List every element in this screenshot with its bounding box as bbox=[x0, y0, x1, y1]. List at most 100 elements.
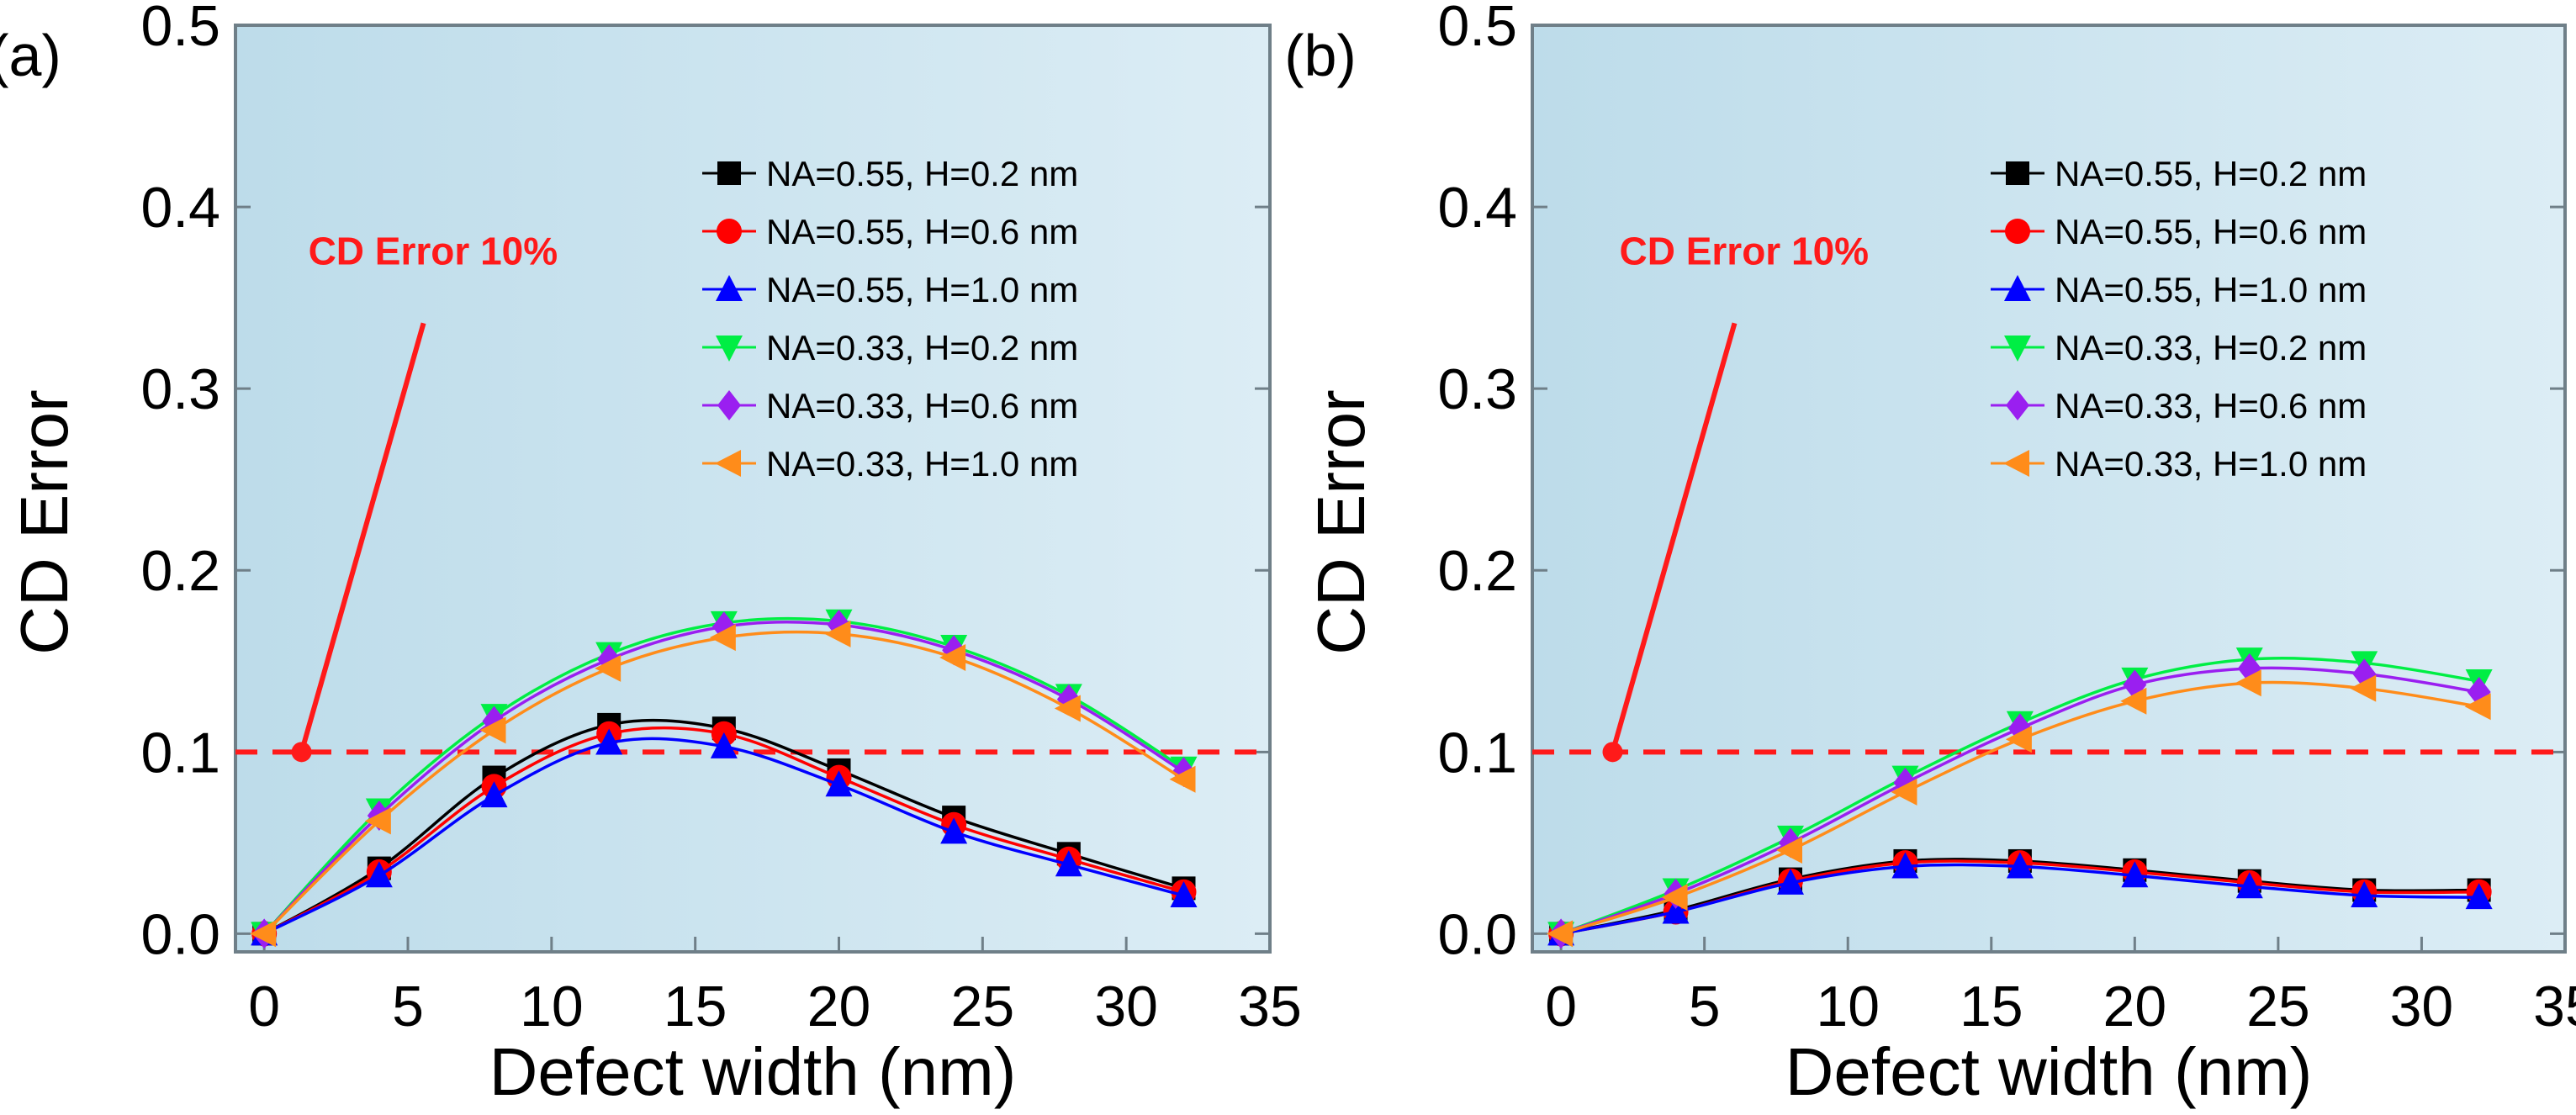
annotation-arrow bbox=[299, 322, 426, 753]
data-point bbox=[2465, 883, 2493, 910]
legend-label: NA=0.33, H=0.2 nm bbox=[2055, 328, 2367, 367]
data-point bbox=[709, 624, 736, 652]
data-point bbox=[1169, 765, 1196, 793]
panel-label: (b) bbox=[1284, 23, 1357, 88]
x-tick-label: 0 bbox=[1545, 975, 1577, 1038]
legend-label: NA=0.55, H=1.0 nm bbox=[2055, 270, 2367, 309]
chart-panel-b: 0 5 10 15 20 25 30 35 0.0 0.1 0.2 0.3 0.4 0.5 Defect w… bbox=[1284, 0, 2576, 1109]
x-tick-label: 10 bbox=[520, 975, 584, 1038]
legend-label: NA=0.33, H=0.6 nm bbox=[766, 386, 1078, 425]
data-point bbox=[1891, 778, 1917, 806]
legend-label: NA=0.55, H=0.2 nm bbox=[766, 154, 1078, 193]
data-point bbox=[595, 728, 623, 755]
x-tick-label: 10 bbox=[1816, 975, 1880, 1038]
y-tick-label: 0.1 bbox=[140, 721, 220, 785]
y-tick-label: 0.2 bbox=[1437, 539, 1517, 603]
threshold-label: CD Error 10% bbox=[1620, 229, 1870, 272]
y-tick-label: 0.1 bbox=[1437, 721, 1517, 785]
y-tick-label: 0.3 bbox=[1437, 357, 1517, 421]
y-axis-label: CD Error bbox=[7, 389, 82, 655]
series-6 bbox=[1547, 669, 2491, 948]
legend-label: NA=0.55, H=0.6 nm bbox=[766, 212, 1078, 251]
data-point bbox=[1662, 897, 1690, 924]
legend-marker bbox=[2005, 219, 2030, 244]
x-tick-label: 25 bbox=[2246, 975, 2310, 1038]
data-point bbox=[2235, 872, 2263, 899]
data-point bbox=[2464, 693, 2491, 721]
x-tick-label: 15 bbox=[664, 975, 727, 1038]
panel-label: (a) bbox=[0, 23, 61, 88]
data-point bbox=[2121, 861, 2149, 888]
legend-label: NA=0.55, H=0.6 nm bbox=[2055, 212, 2367, 251]
y-tick-label: 0.0 bbox=[140, 902, 220, 966]
legend-item: NA=0.33, H=0.2 nm bbox=[702, 328, 1078, 367]
legend: NA=0.55, H=0.2 nm NA=0.55, H=0.6 nm NA=0.5… bbox=[702, 154, 1078, 484]
series-6 bbox=[250, 620, 1196, 948]
data-point bbox=[2005, 726, 2032, 753]
y-tick-label: 0.2 bbox=[140, 539, 220, 603]
x-tick-label: 5 bbox=[392, 975, 424, 1038]
legend-marker bbox=[2006, 161, 2029, 185]
threshold-label: CD Error 10% bbox=[309, 229, 558, 272]
legend-label: NA=0.33, H=1.0 nm bbox=[766, 444, 1078, 484]
x-tick-label: 30 bbox=[1094, 975, 1158, 1038]
legend-item: NA=0.55, H=1.0 nm bbox=[1991, 270, 2367, 309]
annotation-dot bbox=[291, 742, 312, 763]
legend-item: NA=0.55, H=0.2 nm bbox=[1991, 154, 2367, 193]
data-point bbox=[1661, 884, 1688, 912]
chart-panel-a: 0 5 10 15 20 25 30 35 0.0 0.1 0.2 0.3 0.4 0.5 Defect w… bbox=[0, 0, 1302, 1109]
data-point bbox=[824, 620, 851, 647]
data-point bbox=[1054, 695, 1081, 722]
legend-label: NA=0.33, H=0.2 nm bbox=[766, 328, 1078, 367]
data-point bbox=[480, 781, 508, 808]
y-tick-label: 0.5 bbox=[1437, 0, 1517, 58]
x-tick-label: 30 bbox=[2390, 975, 2454, 1038]
y-tick-label: 0.0 bbox=[1437, 902, 1517, 966]
y-tick-label: 0.5 bbox=[140, 0, 220, 58]
legend-label: NA=0.55, H=0.2 nm bbox=[2055, 154, 2367, 193]
legend-marker bbox=[2006, 390, 2029, 420]
legend-item: NA=0.33, H=0.6 nm bbox=[1991, 386, 2367, 425]
legend: NA=0.55, H=0.2 nm NA=0.55, H=0.6 nm NA=0.5… bbox=[1991, 154, 2367, 484]
legend-marker bbox=[2004, 336, 2031, 362]
x-tick-label: 20 bbox=[2103, 975, 2167, 1038]
y-tick-label: 0.4 bbox=[1437, 176, 1517, 240]
annotation-arrow bbox=[1610, 322, 1738, 753]
x-tick-label: 15 bbox=[1960, 975, 2023, 1038]
legend-marker bbox=[717, 161, 741, 185]
legend-item: NA=0.33, H=1.0 nm bbox=[702, 444, 1078, 484]
legend-marker bbox=[2004, 275, 2031, 301]
legend-label: NA=0.33, H=1.0 nm bbox=[2055, 444, 2367, 484]
data-point bbox=[1170, 881, 1198, 908]
legend-marker bbox=[715, 450, 741, 477]
legend-label: NA=0.33, H=0.6 nm bbox=[2055, 386, 2367, 425]
x-axis-label: Defect width (nm) bbox=[1785, 1034, 2313, 1109]
x-tick-label: 0 bbox=[248, 975, 280, 1038]
data-point bbox=[1777, 868, 1804, 895]
legend-label: NA=0.55, H=1.0 nm bbox=[766, 270, 1078, 309]
legend-item: NA=0.33, H=0.6 nm bbox=[702, 386, 1078, 425]
legend-item: NA=0.55, H=1.0 nm bbox=[702, 270, 1078, 309]
legend-item: NA=0.55, H=0.2 nm bbox=[702, 154, 1078, 193]
data-point bbox=[939, 643, 966, 671]
legend-item: NA=0.33, H=0.2 nm bbox=[1991, 328, 2367, 367]
data-point bbox=[479, 716, 506, 744]
data-point bbox=[2006, 852, 2034, 879]
legend-item: NA=0.33, H=1.0 nm bbox=[1991, 444, 2367, 484]
annotation-dot bbox=[1602, 742, 1623, 763]
y-tick-label: 0.4 bbox=[140, 176, 220, 240]
data-point bbox=[2235, 669, 2261, 697]
y-axis-label: CD Error bbox=[1304, 389, 1378, 655]
x-tick-label: 20 bbox=[807, 975, 871, 1038]
legend-marker bbox=[716, 275, 743, 301]
data-point bbox=[1776, 836, 1802, 864]
data-point bbox=[250, 920, 277, 948]
data-point bbox=[2120, 687, 2147, 715]
data-point bbox=[364, 807, 391, 835]
legend-marker bbox=[2003, 450, 2029, 477]
data-point bbox=[365, 861, 393, 888]
x-tick-label: 25 bbox=[951, 975, 1015, 1038]
x-tick-label: 5 bbox=[1689, 975, 1721, 1038]
x-tick-label: 35 bbox=[2533, 975, 2576, 1038]
